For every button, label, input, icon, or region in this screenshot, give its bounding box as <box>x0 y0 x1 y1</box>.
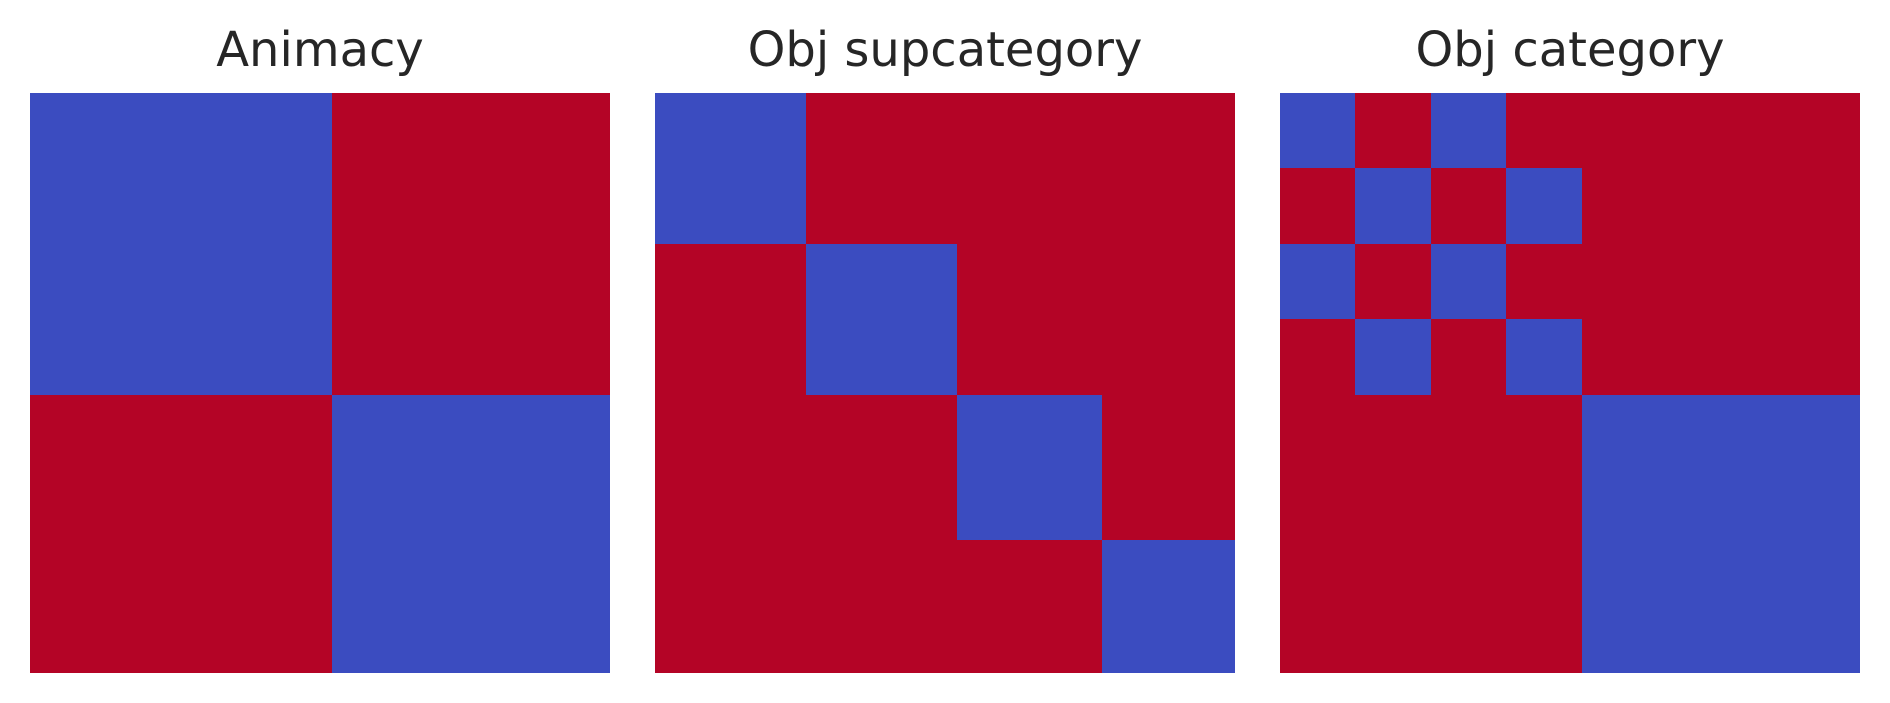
heatmap-cell-high-r2-c0 <box>655 395 806 540</box>
heatmap-panel-obj-category: Obj category <box>1280 0 1860 703</box>
heatmap-obj-supcategory <box>655 93 1235 673</box>
heatmap-cell-low-r0-c0 <box>655 93 806 244</box>
heatmap-cell-low-r3-c3 <box>1102 540 1235 673</box>
heatmap-cell-high-r0-c3 <box>1506 93 1582 168</box>
heatmap-cell-high-r1-c0 <box>655 244 806 395</box>
heatmap-cell-high-r4-c0 <box>1280 395 1355 673</box>
heatmap-cell-low-r1-c1 <box>806 244 957 395</box>
heatmap-cell-high-r3-c2 <box>957 540 1102 673</box>
heatmap-cell-low-r1-c1 <box>1355 168 1431 244</box>
panel-title-obj-supcategory: Obj supcategory <box>747 22 1143 78</box>
heatmap-cell-high-r1-c3 <box>1102 244 1235 395</box>
heatmap-cell-high-r1-c2 <box>957 244 1102 395</box>
heatmap-cell-high-r3-c0 <box>1280 319 1355 395</box>
heatmap-cell-low-r3-c1 <box>1355 319 1431 395</box>
heatmap-cell-high-r3-c4 <box>1582 319 1860 395</box>
heatmap-cell-high-r2-c3 <box>1102 395 1235 540</box>
heatmap-cell-high-r2-c1 <box>1355 244 1431 319</box>
heatmap-cell-high-r0-c1 <box>1355 93 1431 168</box>
heatmap-cell-high-r0-c4 <box>1582 93 1860 168</box>
heatmap-cell-high-r1-c2 <box>1431 168 1506 244</box>
heatmap-cell-high-r1-c0 <box>1280 168 1355 244</box>
heatmap-cell-low-r2-c2 <box>1431 244 1506 319</box>
heatmap-animacy <box>30 93 610 673</box>
heatmap-cell-low-r1-c3 <box>1506 168 1582 244</box>
heatmap-cell-low-r2-c2 <box>957 395 1102 540</box>
heatmap-panel-animacy: Animacy <box>30 0 610 703</box>
heatmap-obj-category <box>1280 93 1860 673</box>
heatmap-cell-low-r2-c0 <box>1280 244 1355 319</box>
heatmap-cell-high-r4-c3 <box>1506 395 1582 673</box>
heatmap-cell-high-r1-c0 <box>30 395 332 673</box>
heatmap-cell-high-r0-c1 <box>332 93 610 395</box>
heatmap-cell-high-r0-c2 <box>957 93 1102 244</box>
heatmap-panel-obj-supcategory: Obj supcategory <box>655 0 1235 703</box>
heatmap-cell-low-r1-c1 <box>332 395 610 673</box>
heatmap-cell-high-r3-c0 <box>655 540 806 673</box>
heatmap-cell-high-r3-c1 <box>806 540 957 673</box>
panel-title-animacy: Animacy <box>216 22 424 78</box>
heatmap-cell-high-r2-c4 <box>1582 244 1860 319</box>
heatmap-cell-low-r0-c2 <box>1431 93 1506 168</box>
panel-title-obj-category: Obj category <box>1415 22 1725 78</box>
heatmap-cell-high-r2-c1 <box>806 395 957 540</box>
heatmap-cell-high-r2-c3 <box>1506 244 1582 319</box>
heatmap-cell-high-r3-c2 <box>1431 319 1506 395</box>
heatmap-cell-high-r0-c1 <box>806 93 957 244</box>
heatmap-cell-low-r4-c4 <box>1582 395 1860 673</box>
heatmap-cell-low-r0-c0 <box>30 93 332 395</box>
heatmap-cell-high-r1-c4 <box>1582 168 1860 244</box>
heatmap-cell-low-r3-c3 <box>1506 319 1582 395</box>
heatmap-cell-high-r0-c3 <box>1102 93 1235 244</box>
heatmap-cell-low-r0-c0 <box>1280 93 1355 168</box>
heatmap-cell-high-r4-c1 <box>1355 395 1431 673</box>
heatmap-cell-high-r4-c2 <box>1431 395 1506 673</box>
